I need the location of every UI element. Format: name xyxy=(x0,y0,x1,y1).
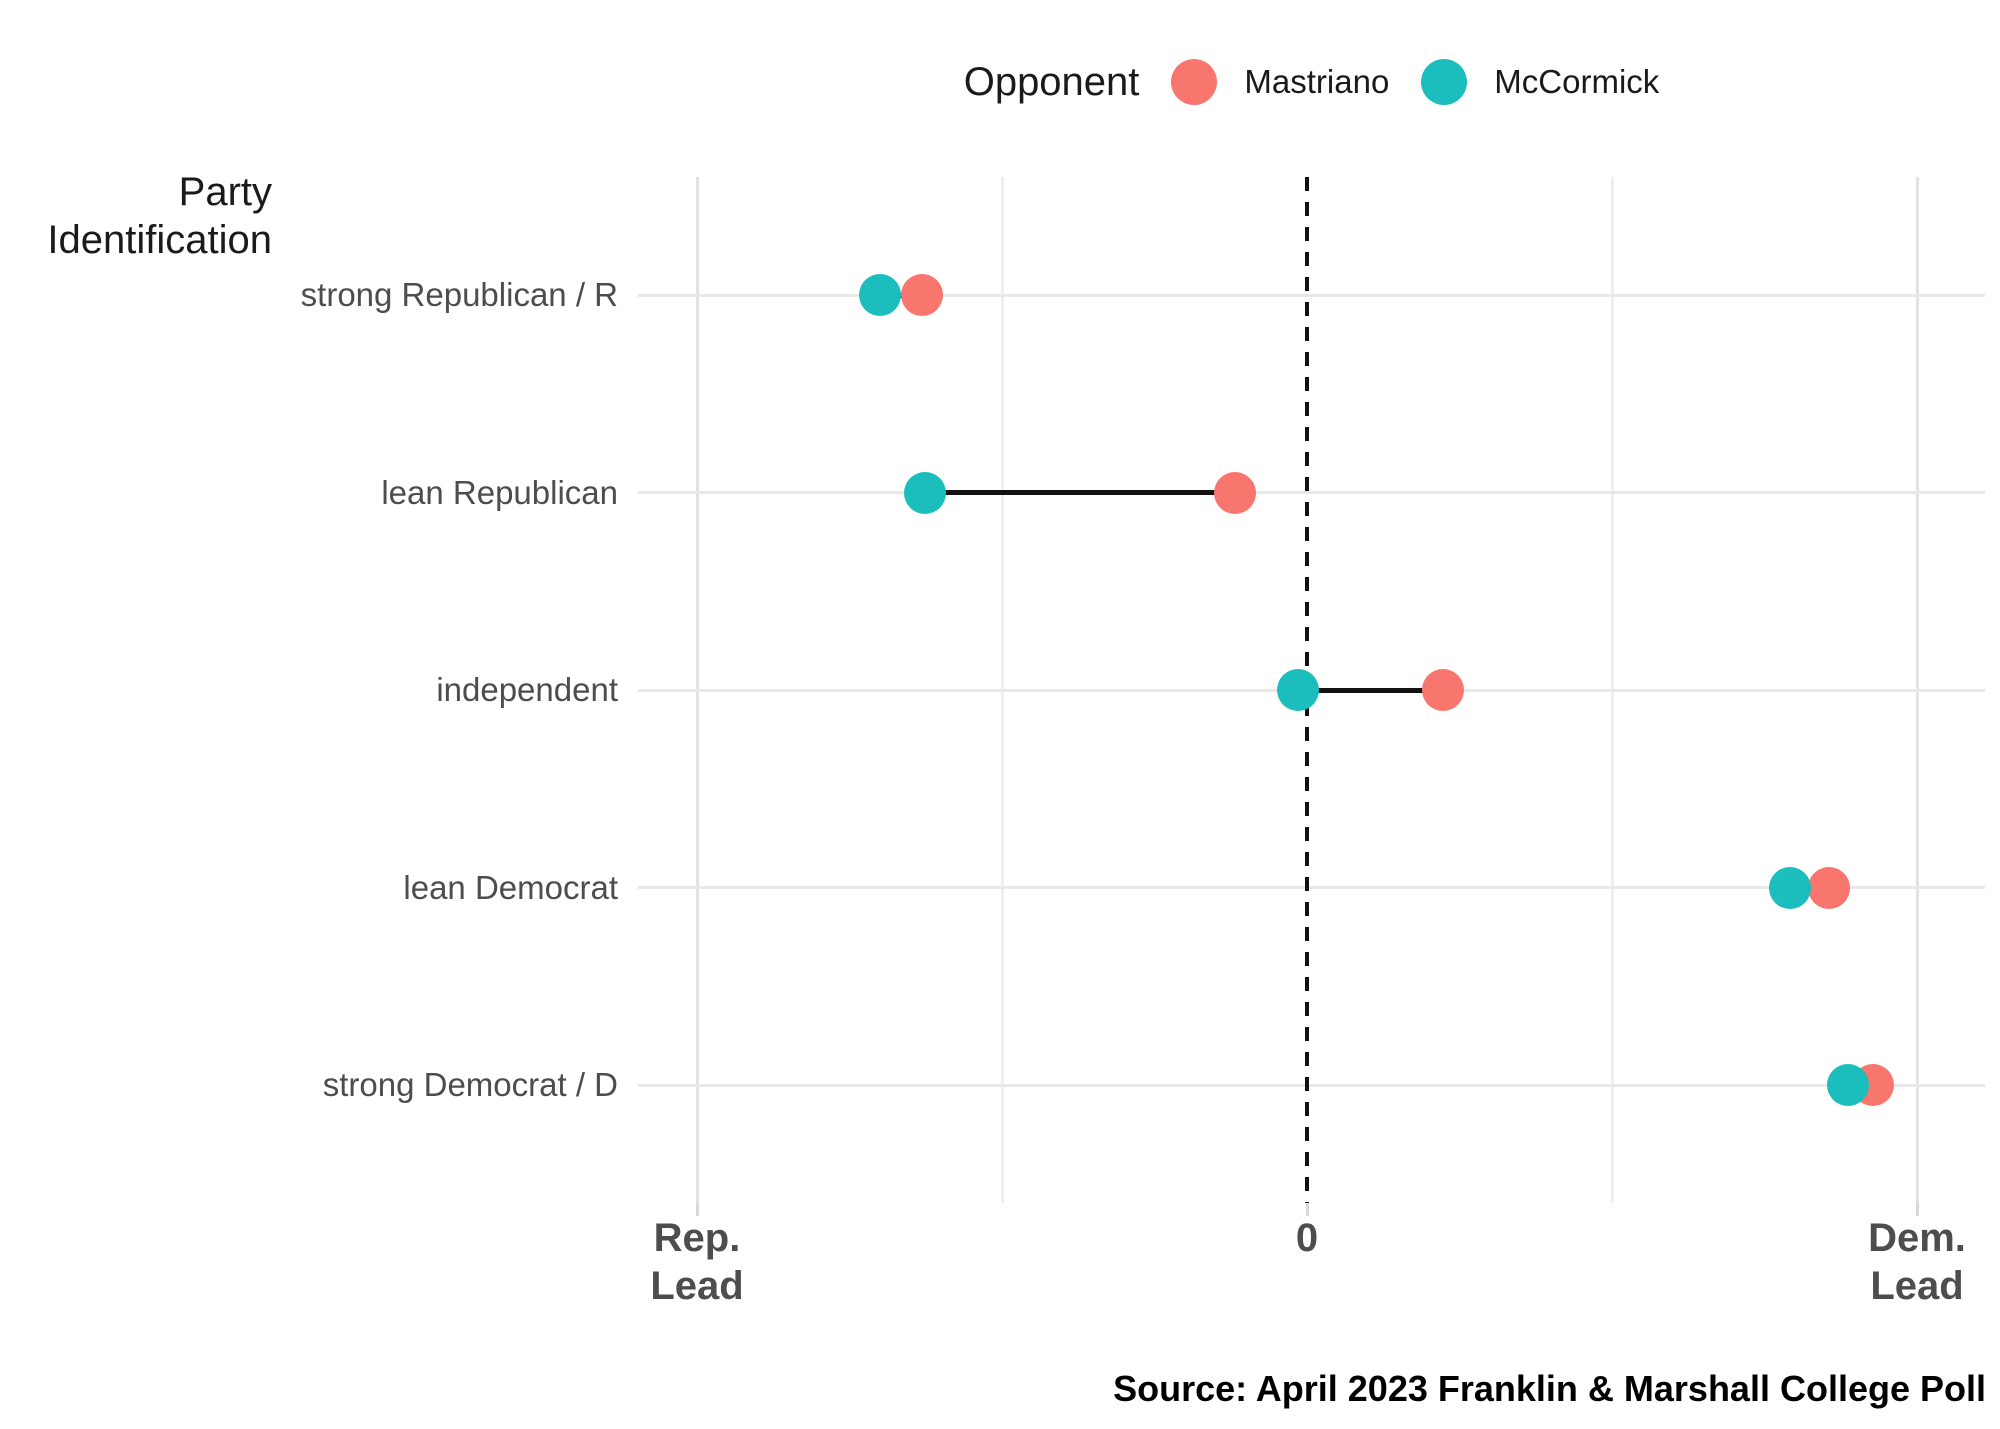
x-axis-tick xyxy=(1305,1203,1309,1216)
y-axis-label: strong Republican / R xyxy=(300,276,618,313)
legend-item-mastriano: Mastriano xyxy=(1171,59,1389,105)
x-axis-tick xyxy=(1915,1203,1919,1216)
data-point-mccormick xyxy=(1276,669,1319,711)
data-point-mccormick xyxy=(904,471,947,514)
legend-item-mccormick: McCormick xyxy=(1421,59,1659,105)
gridline-horizontal xyxy=(638,293,1985,297)
gridline-horizontal xyxy=(638,491,1985,494)
y-axis-label: strong Democrat / D xyxy=(322,1066,618,1103)
y-axis-label: lean Democrat xyxy=(403,868,618,906)
legend-label-mccormick: McCormick xyxy=(1494,63,1660,100)
y-axis-title-line1: Party xyxy=(178,170,272,214)
legend: Opponent Mastriano McCormick xyxy=(638,34,1985,130)
x-axis-tick xyxy=(695,1203,699,1216)
data-point-mastriano xyxy=(1808,866,1851,909)
data-point-mastriano xyxy=(1422,669,1465,711)
data-point-mccormick xyxy=(1769,866,1812,909)
legend-title: Opponent xyxy=(963,59,1140,104)
plot-panel xyxy=(638,177,1985,1203)
y-axis-title: Party Identification xyxy=(0,168,272,264)
data-point-mastriano xyxy=(1214,471,1257,514)
mastriano-dot-icon xyxy=(1171,59,1218,105)
y-axis-label: lean Republican xyxy=(381,473,618,511)
gridline-horizontal xyxy=(638,1083,1985,1087)
y-axis-label: independent xyxy=(436,671,618,708)
connector-line xyxy=(1297,687,1444,693)
source-credit: Source: April 2023 Franklin & Marshall C… xyxy=(1113,1368,1986,1409)
connector-line xyxy=(880,292,923,298)
connector-line xyxy=(925,490,1235,495)
data-point-mccormick xyxy=(859,274,901,316)
x-axis-label-dem-lead: Dem. Lead xyxy=(1868,1216,1966,1308)
y-axis-title-line2: Identification xyxy=(47,218,272,262)
x-axis-label-zero: 0 xyxy=(1295,1216,1319,1260)
y-axis-labels: strong Republican / R lean Republican inde… xyxy=(0,0,618,1429)
data-point-mccormick xyxy=(1827,1064,1870,1106)
mccormick-dot-icon xyxy=(1421,59,1468,105)
data-point-mastriano xyxy=(901,274,944,316)
legend-label-mastriano: Mastriano xyxy=(1244,63,1390,100)
gridline-horizontal xyxy=(638,886,1985,889)
x-axis-label-rep-lead: Rep. Lead xyxy=(650,1216,744,1308)
